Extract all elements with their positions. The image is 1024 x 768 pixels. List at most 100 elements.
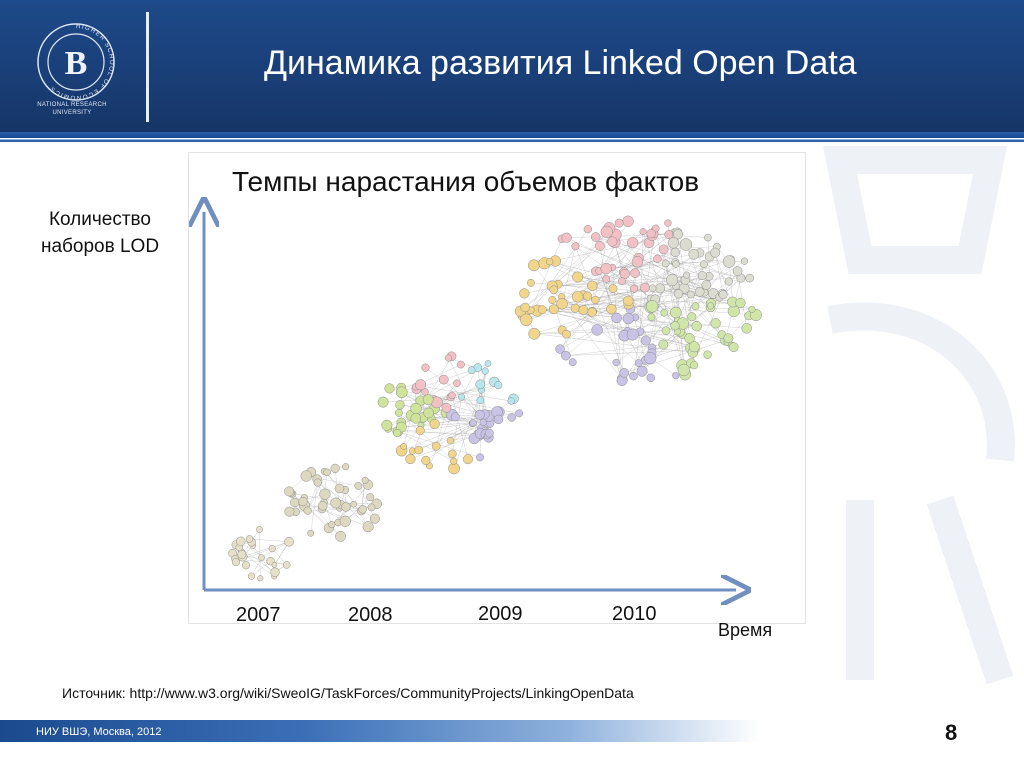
dataset-node bbox=[690, 361, 699, 370]
dataset-node bbox=[457, 360, 465, 369]
cloud-link bbox=[575, 246, 625, 373]
dataset-node bbox=[741, 323, 752, 334]
cloud-link bbox=[249, 538, 290, 542]
dataset-node bbox=[462, 454, 473, 465]
cloud-link bbox=[644, 263, 666, 288]
cloud-link bbox=[451, 395, 469, 460]
dataset-node bbox=[414, 445, 424, 455]
cloud-link bbox=[307, 472, 328, 511]
dataset-node bbox=[528, 259, 540, 272]
dataset-node bbox=[395, 400, 405, 410]
dataset-node bbox=[236, 536, 246, 547]
dataset-node bbox=[724, 277, 733, 286]
dataset-node bbox=[395, 386, 408, 399]
dataset-node bbox=[268, 545, 276, 553]
cloud-link bbox=[304, 497, 341, 537]
dataset-node bbox=[611, 312, 622, 324]
y-axis-label-line2: наборов LOD bbox=[40, 236, 160, 257]
dataset-node bbox=[520, 313, 533, 326]
dataset-node bbox=[667, 237, 680, 249]
dataset-node bbox=[672, 229, 684, 240]
lod-cloud-2007 bbox=[228, 526, 294, 582]
dataset-node bbox=[664, 219, 672, 227]
dataset-node bbox=[290, 497, 300, 508]
dataset-node bbox=[415, 426, 425, 436]
dataset-node bbox=[546, 258, 554, 266]
cloud-link bbox=[637, 261, 656, 300]
dataset-node bbox=[619, 367, 630, 378]
dataset-node bbox=[591, 295, 600, 304]
cloud-link bbox=[635, 273, 679, 294]
dataset-node bbox=[647, 313, 656, 321]
dataset-node bbox=[608, 284, 618, 294]
dataset-node bbox=[694, 287, 705, 297]
header-stripe bbox=[0, 132, 1024, 142]
dataset-node bbox=[341, 502, 351, 512]
dataset-node bbox=[700, 260, 708, 269]
dataset-node bbox=[421, 363, 430, 372]
dataset-node bbox=[718, 290, 728, 300]
dataset-node bbox=[484, 428, 494, 438]
cloud-link bbox=[420, 385, 512, 402]
cloud-link bbox=[639, 231, 644, 332]
dataset-node bbox=[740, 257, 749, 265]
dataset-node bbox=[270, 567, 280, 577]
dataset-node bbox=[571, 291, 584, 303]
dataset-node bbox=[629, 371, 638, 381]
dataset-node bbox=[634, 359, 643, 368]
dataset-node bbox=[282, 561, 291, 569]
cloud-link bbox=[599, 270, 625, 336]
dataset-node bbox=[639, 228, 647, 236]
header-divider bbox=[146, 12, 149, 122]
dataset-node bbox=[602, 275, 611, 283]
dataset-node bbox=[587, 307, 597, 317]
cloud-link bbox=[667, 223, 686, 375]
cloud-link bbox=[714, 252, 724, 295]
dataset-node bbox=[328, 521, 336, 529]
cloud-link bbox=[595, 299, 741, 304]
dataset-node bbox=[369, 513, 380, 524]
cloud-link bbox=[561, 246, 576, 304]
dataset-node bbox=[520, 302, 530, 313]
cloud-link bbox=[559, 233, 652, 350]
cloud-link bbox=[651, 263, 666, 348]
dataset-node bbox=[367, 503, 376, 512]
cloud-link bbox=[398, 412, 454, 462]
dataset-node bbox=[571, 242, 580, 251]
dataset-node bbox=[441, 402, 452, 413]
dataset-node bbox=[237, 550, 247, 559]
dataset-node bbox=[245, 535, 254, 543]
dataset-node bbox=[673, 289, 684, 299]
dataset-node bbox=[400, 443, 408, 450]
dataset-node bbox=[600, 262, 612, 275]
dataset-node bbox=[421, 388, 429, 396]
lod-cloud-2010 bbox=[514, 215, 762, 387]
cloud-link bbox=[695, 261, 730, 307]
cloud-link bbox=[401, 364, 462, 393]
dataset-node bbox=[670, 247, 680, 257]
dataset-node bbox=[562, 329, 571, 339]
dataset-node bbox=[679, 238, 693, 251]
dataset-node bbox=[661, 259, 670, 268]
dataset-node bbox=[684, 333, 695, 344]
dataset-node bbox=[672, 260, 680, 268]
cloud-link bbox=[565, 349, 697, 356]
dataset-node bbox=[361, 476, 369, 484]
dataset-node bbox=[594, 240, 605, 251]
dataset-node bbox=[342, 463, 350, 471]
dataset-node bbox=[626, 328, 639, 341]
dataset-node bbox=[467, 366, 476, 375]
dataset-node bbox=[701, 280, 712, 290]
dataset-node bbox=[366, 493, 375, 502]
dataset-node bbox=[723, 333, 734, 344]
dataset-node bbox=[703, 350, 712, 359]
cloud-link bbox=[553, 309, 695, 347]
dataset-node bbox=[555, 344, 565, 354]
cloud-link bbox=[558, 284, 656, 300]
dataset-node bbox=[548, 304, 559, 315]
dataset-node bbox=[722, 255, 736, 268]
cloud-link bbox=[344, 489, 369, 527]
svg-text:В: В bbox=[65, 45, 88, 82]
page-number: 8 bbox=[945, 720, 958, 745]
dataset-node bbox=[429, 418, 440, 429]
